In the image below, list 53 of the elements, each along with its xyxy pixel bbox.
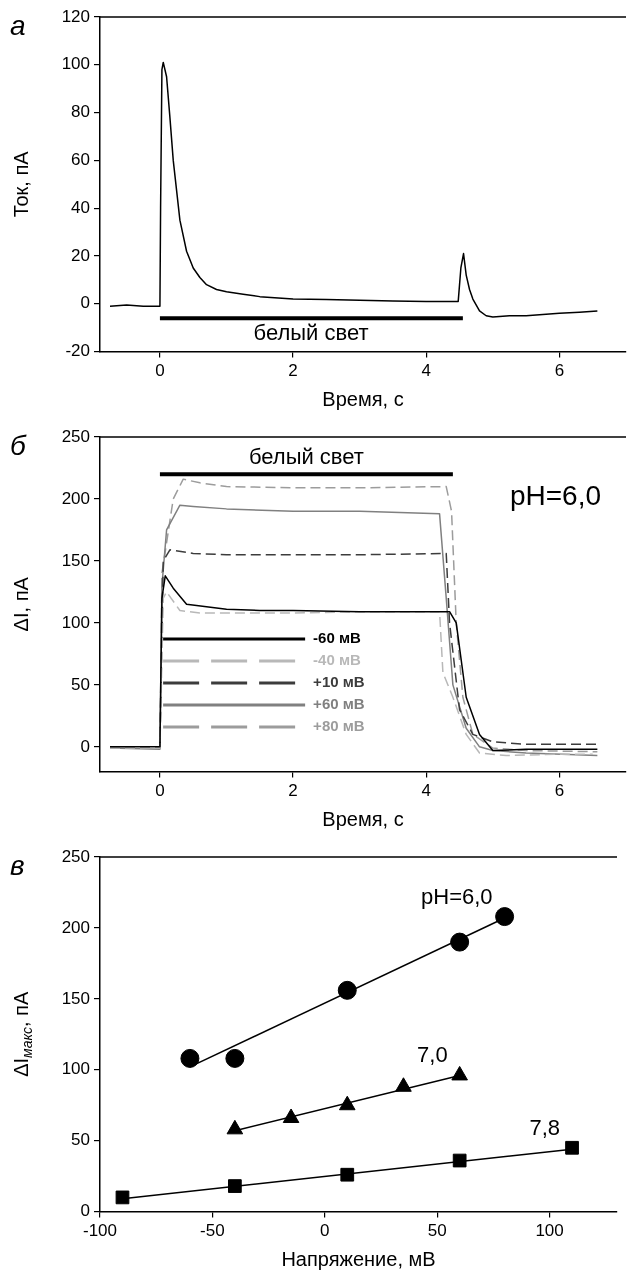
- x-axis-title: Время, с: [322, 807, 404, 830]
- x-tick-label: 6: [554, 361, 565, 381]
- x-tick-label: 50: [427, 1221, 447, 1241]
- x-tick-label: 100: [535, 1221, 564, 1241]
- y-tick-label: 200: [61, 488, 90, 508]
- series-label: pH=6,0: [421, 883, 493, 909]
- x-axis-title: Напряжение, мВ: [281, 1247, 436, 1270]
- chart-title: в: [10, 849, 25, 881]
- y-tick-label: 100: [61, 1059, 90, 1079]
- y-tick-label: 150: [61, 988, 90, 1008]
- y-tick-label: 200: [61, 917, 90, 937]
- y-tick-label: 150: [61, 550, 90, 570]
- y-tick-label: -20: [65, 341, 90, 361]
- x-tick-label: 2: [288, 361, 298, 381]
- y-axis-title: ΔIмакс, пА: [9, 991, 35, 1077]
- series-label: 7,0: [417, 1042, 448, 1068]
- y-tick-label: 100: [61, 54, 90, 74]
- y-axis-title: Ток, пА: [9, 150, 32, 218]
- y-axis-title: ΔI, пА: [9, 576, 32, 632]
- text: +80 мВ: [313, 717, 365, 735]
- y-tick-label: 0: [80, 1201, 90, 1221]
- y-tick-label: 0: [80, 736, 90, 756]
- x-tick-label: -100: [82, 1221, 118, 1241]
- annotation: белый свет: [248, 444, 364, 470]
- x-tick-label: 0: [320, 1221, 330, 1241]
- chart-title: б: [10, 429, 27, 461]
- y-tick-label: 100: [61, 612, 90, 632]
- series-label: -60 мВ: [313, 629, 362, 647]
- y-tick-label: 40: [71, 197, 90, 217]
- x-tick-label: 4: [421, 361, 431, 381]
- text: -40 мВ: [313, 651, 362, 669]
- y-tick-label: 0: [80, 293, 90, 313]
- x-tick-label: 0: [155, 781, 165, 801]
- x-tick-label: 6: [554, 781, 565, 801]
- y-tick-label: 50: [71, 674, 90, 694]
- text: +10 мВ: [313, 673, 365, 691]
- x-axis-title: Время, с: [322, 387, 404, 410]
- y-tick-label: 80: [71, 102, 90, 122]
- annotation: pH=6,0: [509, 479, 601, 511]
- x-tick-label: 4: [421, 781, 431, 801]
- x-tick-label: -50: [200, 1221, 225, 1241]
- x-tick-label: 2: [288, 781, 298, 801]
- annotation: белый свет: [253, 320, 369, 346]
- y-tick-label: 60: [71, 150, 90, 170]
- chart-title: а: [10, 9, 26, 41]
- text: +60 мВ: [313, 695, 365, 713]
- series-label: 7,8: [529, 1114, 561, 1140]
- x-tick-label: 0: [155, 361, 165, 381]
- y-tick-label: 50: [71, 1130, 90, 1150]
- y-tick-label: 120: [61, 6, 90, 26]
- y-tick-label: 20: [71, 245, 90, 265]
- y-tick-label: 250: [61, 426, 90, 446]
- y-tick-label: 250: [61, 846, 90, 866]
